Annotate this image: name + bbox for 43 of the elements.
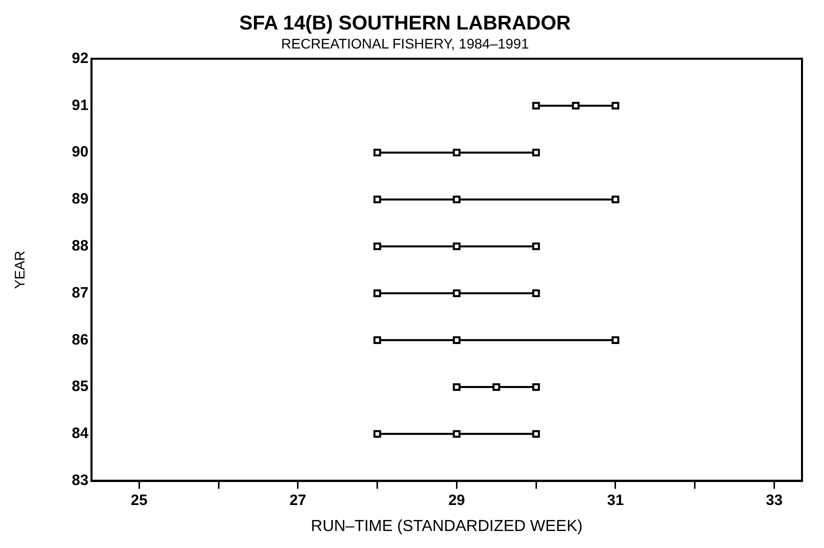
y-axis-title: YEAR <box>11 250 28 289</box>
point <box>492 383 500 391</box>
point <box>612 196 620 204</box>
x-axis-title: RUN–TIME (STANDARDIZED WEEK) <box>310 518 583 535</box>
point <box>612 336 620 344</box>
point <box>532 430 540 438</box>
y-tick-label: 88 <box>72 237 88 254</box>
point <box>452 383 460 391</box>
x-tick-label: 27 <box>290 492 306 509</box>
point <box>532 102 540 110</box>
point <box>373 336 382 344</box>
point <box>532 148 540 156</box>
point <box>452 430 460 438</box>
y-tick-label: 85 <box>72 378 88 396</box>
y-tick-label: 90 <box>72 144 88 161</box>
point <box>452 242 460 250</box>
point <box>452 336 460 344</box>
point <box>532 242 540 250</box>
point <box>373 196 382 204</box>
point <box>532 383 540 391</box>
x-tick-label: 29 <box>448 492 466 509</box>
point <box>373 289 382 298</box>
x-tick-label: 33 <box>766 492 783 509</box>
x-tick-label: 31 <box>607 492 624 509</box>
point <box>532 289 540 298</box>
chart-title: SFA 14(B) SOUTHERN LABRADOR <box>239 12 572 35</box>
y-tick-label: 86 <box>72 331 88 348</box>
point <box>373 148 382 156</box>
y-tick-label: 91 <box>72 96 88 114</box>
y-tick-label: 92 <box>72 50 88 67</box>
y-tick-label: 84 <box>72 425 90 442</box>
y-tick-label: 89 <box>72 190 88 208</box>
point <box>452 196 460 204</box>
point <box>612 102 620 110</box>
x-tick-label: 25 <box>130 492 148 509</box>
chart-subtitle: RECREATIONAL FISHERY, 1984–1991 <box>281 35 530 52</box>
point <box>452 148 460 156</box>
point <box>373 430 382 438</box>
point <box>373 242 382 250</box>
y-tick-label: 87 <box>72 284 88 302</box>
point <box>572 102 580 110</box>
y-tick-label: 83 <box>72 472 88 489</box>
point <box>452 289 460 298</box>
